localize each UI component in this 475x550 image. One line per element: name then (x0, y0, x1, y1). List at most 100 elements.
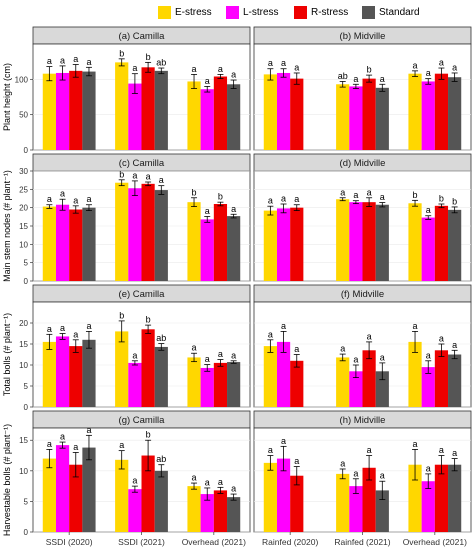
panel-f-bar-l-stress (276, 341, 291, 407)
panel-g-significance-letter: a (132, 476, 137, 486)
panel-c-significance-letter: a (132, 170, 137, 180)
panel-a-significance-letter: b (119, 48, 124, 58)
panel-b-significance-letter: a (452, 62, 457, 72)
panel-e-bar-l-stress (200, 367, 214, 407)
panel-e-ytick-label: 0 (24, 403, 29, 412)
panel-f-significance-letter: a (439, 334, 444, 344)
panel-h-significance-letter: a (439, 445, 444, 455)
legend-swatch-l-stress (226, 6, 239, 19)
panel-e-ylabel: Total bolls (# plant⁻¹) (2, 313, 12, 396)
panel-b-bar-e-stress (263, 74, 277, 150)
legend-label-l-stress: L-stress (243, 7, 279, 18)
panel-d-significance-letter: a (426, 205, 431, 215)
panel-d-bar-r-stress (362, 202, 376, 281)
panel-a-bar-l-stress (200, 89, 214, 150)
panel-e-bar-r-stress (69, 346, 83, 407)
panel-b-bar-standard (375, 87, 389, 150)
legend-label-r-stress: R-stress (311, 7, 349, 18)
panel-d-significance-letter: a (268, 196, 273, 206)
panel-d-bar-e-stress (408, 203, 422, 281)
panel-c-significance-letter: a (146, 172, 151, 182)
panel-a-bar-l-stress (55, 72, 70, 150)
panel-c-bar-l-stress (55, 204, 70, 281)
panel-a-bar-r-stress (69, 70, 83, 150)
legend-label-standard: Standard (379, 7, 420, 18)
panel-g-ylabel: Harvestable bolls (# plant⁻¹) (2, 424, 12, 536)
panel-c-ytick-label: 25 (19, 185, 28, 194)
panel-c-bar-standard (154, 190, 168, 281)
panel-g-bar-e-stress (115, 459, 129, 532)
panel-c-ylabel: Main stem nodes (# plant⁻¹) (2, 170, 12, 282)
panel-e-significance-letter: a (86, 321, 91, 331)
panel-b-significance-letter: b (367, 65, 372, 75)
panel-b-bar-standard (448, 77, 462, 150)
panel-e-significance-letter: a (132, 350, 137, 360)
panel-b-significance-letter: a (353, 74, 358, 84)
panel-h-bar-l-stress (421, 481, 435, 532)
panel-b-bar-r-stress (290, 78, 304, 150)
panel-d-significance-letter: a (353, 190, 358, 200)
panel-d-bar-e-stress (336, 199, 350, 281)
panel-a-bar-standard (82, 71, 96, 150)
panel-h-significance-letter: a (426, 463, 431, 473)
panel-g-significance-letter: a (231, 484, 236, 494)
panel-b-significance-letter: a (294, 62, 299, 72)
xtick-label-right: Rainfed (2020) (262, 537, 318, 547)
panel-g-bar-e-stress (42, 458, 56, 532)
panel-d-bar-r-stress (290, 207, 304, 281)
panel-g-bar-l-stress (128, 489, 142, 532)
panel-c-significance-letter: a (205, 206, 210, 216)
panel-e-significance-letter: a (231, 350, 236, 360)
panel-e-bar-r-stress (141, 329, 155, 407)
panel-b-bar-l-stress (421, 81, 435, 150)
panel-c-bar-standard (227, 216, 241, 281)
panel-c-bar-e-stress (187, 202, 201, 281)
panel-g-significance-letter: a (192, 473, 197, 483)
panel-b-significance-letter: a (380, 74, 385, 84)
panel-b-bar-l-stress (276, 72, 291, 150)
panel-c-bar-r-stress (213, 204, 228, 281)
panel-d-significance-letter: b (413, 190, 418, 200)
panel-a-significance-letter: a (73, 54, 78, 64)
panel-e-significance-letter: a (192, 343, 197, 353)
panel-c-bar-e-stress (115, 182, 129, 281)
panel-a-ytick-label: 100 (15, 75, 29, 84)
panel-d-title: (d) Midville (340, 158, 386, 169)
panel-a-ytick-label: 0 (24, 146, 29, 155)
panel-h-bar-r-stress (362, 467, 376, 532)
panel-a-significance-letter: a (132, 63, 137, 73)
panel-h-bar-standard (375, 490, 389, 532)
panel-c-ytick-label: 5 (24, 259, 29, 268)
legend-swatch-e-stress (158, 6, 171, 19)
legend-label-e-stress: E-stress (175, 7, 212, 18)
panel-d-significance-letter: a (294, 194, 299, 204)
panel-f-significance-letter: a (353, 355, 358, 365)
panel-g-significance-letter: a (205, 477, 210, 487)
panel-c-significance-letter: b (192, 187, 197, 197)
panel-a-significance-letter: a (192, 64, 197, 74)
panel-d-bar-e-stress (263, 210, 277, 281)
panel-f-bar-e-stress (336, 357, 350, 407)
panel-g-significance-letter: a (60, 432, 65, 442)
panel-b-significance-letter: a (426, 68, 431, 78)
panel-a-bar-e-stress (187, 81, 201, 150)
panel-g-bar-l-stress (200, 494, 214, 532)
panel-g-significance-letter: a (73, 442, 78, 452)
panel-g-title: (g) Camilla (119, 415, 166, 426)
panel-g-bar-standard (82, 447, 96, 532)
xtick-label-left: Overhead (2021) (182, 537, 246, 547)
panel-g-bar-standard (154, 470, 168, 532)
panel-h-significance-letter: a (413, 439, 418, 449)
panel-f-bar-e-stress (408, 341, 422, 407)
xtick-label-right: Rainfed (2021) (334, 537, 390, 547)
panel-f-significance-letter: a (380, 352, 385, 362)
panel-c-significance-letter: a (60, 189, 65, 199)
panel-c-bar-r-stress (69, 209, 83, 281)
panel-d-bar-l-stress (276, 208, 291, 281)
panel-d-bar-l-stress (421, 217, 435, 281)
panel-f-significance-letter: a (452, 340, 457, 350)
panel-b-significance-letter: a (268, 58, 273, 68)
panel-a-significance-letter: a (218, 64, 223, 74)
panel-g-bar-r-stress (213, 490, 228, 532)
